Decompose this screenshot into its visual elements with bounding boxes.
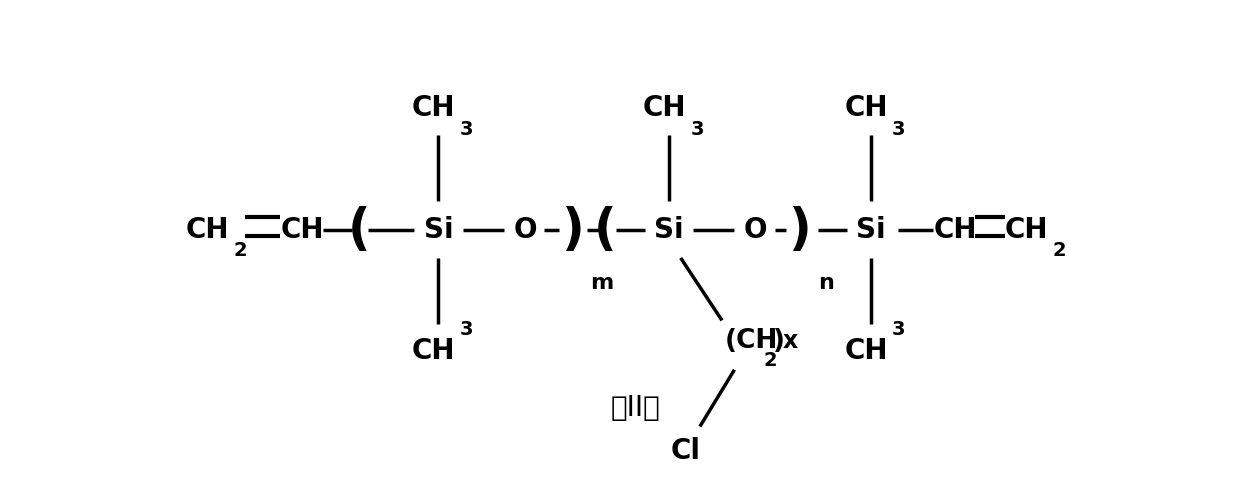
Text: (CH: (CH <box>725 328 779 354</box>
Text: （II）: （II） <box>610 394 661 422</box>
Text: n: n <box>818 273 835 293</box>
Text: CH: CH <box>642 94 686 123</box>
Text: 2: 2 <box>1053 241 1066 260</box>
Text: 2: 2 <box>764 351 777 369</box>
Text: ): ) <box>790 206 812 253</box>
Text: CH: CH <box>934 215 977 244</box>
Text: 3: 3 <box>460 120 474 139</box>
Text: 3: 3 <box>892 120 905 139</box>
Text: CH: CH <box>844 94 888 123</box>
Text: (: ( <box>347 206 370 253</box>
Text: ): ) <box>562 206 584 253</box>
Text: x: x <box>782 329 797 353</box>
Text: 3: 3 <box>892 320 905 339</box>
Text: 3: 3 <box>460 320 474 339</box>
Text: (: ( <box>594 206 616 253</box>
Text: CH: CH <box>844 337 888 365</box>
Text: Cl: Cl <box>671 437 701 465</box>
Text: CH: CH <box>1004 215 1048 244</box>
Text: Si: Si <box>424 215 454 244</box>
Text: O: O <box>744 215 768 244</box>
Text: 2: 2 <box>234 241 248 260</box>
Text: m: m <box>590 273 614 293</box>
Text: CH: CH <box>412 337 455 365</box>
Text: CH: CH <box>280 215 324 244</box>
Text: Si: Si <box>856 215 885 244</box>
Text: ): ) <box>773 328 785 354</box>
Text: O: O <box>513 215 537 244</box>
Text: 3: 3 <box>691 120 704 139</box>
Text: CH: CH <box>186 215 229 244</box>
Text: Si: Si <box>655 215 684 244</box>
Text: CH: CH <box>412 94 455 123</box>
